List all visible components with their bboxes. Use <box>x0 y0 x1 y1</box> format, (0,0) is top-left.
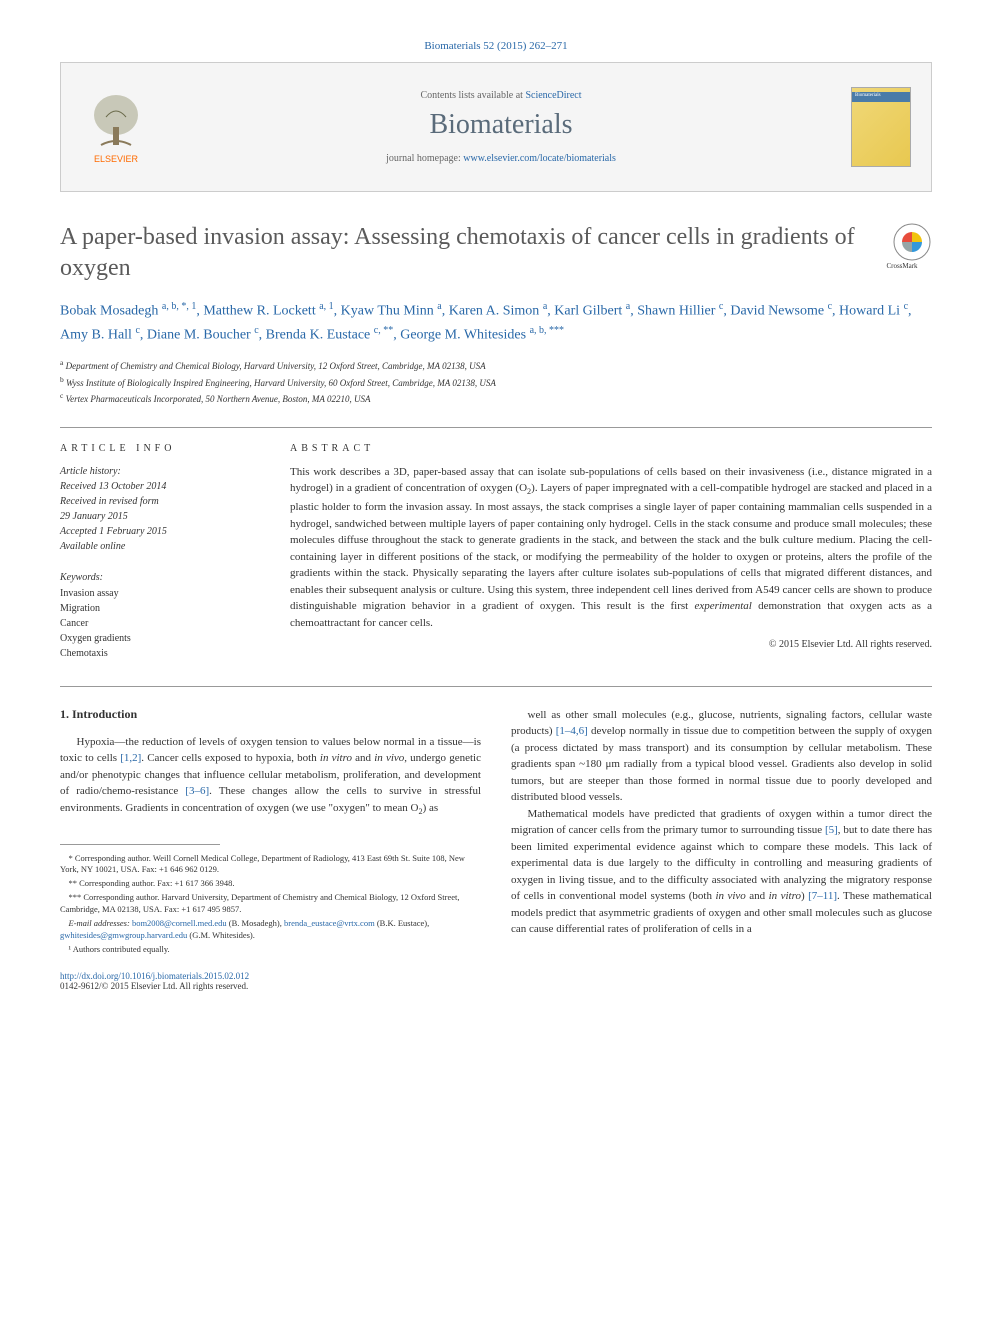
elsevier-logo-block: ELSEVIER <box>81 87 151 167</box>
footnote-rule <box>60 844 220 845</box>
email-link-3[interactable]: gwhitesides@gmwgroup.harvard.edu <box>60 930 187 940</box>
abstract-text: This work describes a 3D, paper-based as… <box>290 464 932 631</box>
intro-paragraph-2: well as other small molecules (e.g., glu… <box>511 707 932 806</box>
journal-header: ELSEVIER Contents lists available at Sci… <box>60 62 932 192</box>
elsevier-wordmark: ELSEVIER <box>94 154 139 164</box>
journal-homepage-link[interactable]: www.elsevier.com/locate/biomaterials <box>463 153 616 164</box>
corresponding-author-2: ** Corresponding author. Fax: +1 617 366… <box>60 878 481 890</box>
ref-link[interactable]: [1,2] <box>120 752 141 764</box>
journal-name: Biomaterials <box>151 109 851 141</box>
journal-homepage-line: journal homepage: www.elsevier.com/locat… <box>151 153 851 164</box>
ref-link[interactable]: [7–11] <box>808 890 837 902</box>
corresponding-author-1: * Corresponding author. Weill Cornell Me… <box>60 853 481 877</box>
divider <box>60 427 932 428</box>
intro-paragraph-3: Mathematical models have predicted that … <box>511 806 932 938</box>
doi-block: http://dx.doi.org/10.1016/j.biomaterials… <box>60 971 481 991</box>
ref-link[interactable]: [5] <box>825 824 838 836</box>
crossmark-label: CrossMark <box>872 262 932 270</box>
doi-link[interactable]: http://dx.doi.org/10.1016/j.biomaterials… <box>60 971 249 981</box>
keywords-list: Invasion assayMigrationCancerOxygen grad… <box>60 586 260 661</box>
journal-cover-thumbnail <box>851 87 911 167</box>
keywords-head: Keywords: <box>60 572 260 583</box>
divider <box>60 686 932 687</box>
ref-link[interactable]: [3–6] <box>185 785 209 797</box>
corresponding-author-3: *** Corresponding author. Harvard Univer… <box>60 892 481 916</box>
abstract-head: ABSTRACT <box>290 443 932 454</box>
equal-contribution: ¹ Authors contributed equally. <box>60 944 481 956</box>
email-link-1[interactable]: bom2008@cornell.med.edu <box>132 918 227 928</box>
email-link-2[interactable]: brenda_eustace@vrtx.com <box>284 918 375 928</box>
crossmark-badge[interactable]: CrossMark <box>872 222 932 270</box>
issn-line: 0142-9612/© 2015 Elsevier Ltd. All right… <box>60 981 248 991</box>
section-heading-intro: 1. Introduction <box>60 707 481 722</box>
ref-link[interactable]: [1–4,6] <box>556 725 588 737</box>
article-title: A paper-based invasion assay: Assessing … <box>60 222 872 284</box>
email-addresses: E-mail addresses: bom2008@cornell.med.ed… <box>60 918 481 942</box>
article-info-head: ARTICLE INFO <box>60 443 260 454</box>
citation-line: Biomaterials 52 (2015) 262–271 <box>60 40 932 52</box>
intro-paragraph-1: Hypoxia—the reduction of levels of oxyge… <box>60 734 481 819</box>
elsevier-tree-icon: ELSEVIER <box>81 87 151 167</box>
contents-list-line: Contents lists available at ScienceDirec… <box>151 90 851 101</box>
footnotes: * Corresponding author. Weill Cornell Me… <box>60 853 481 956</box>
copyright-line: © 2015 Elsevier Ltd. All rights reserved… <box>290 639 932 650</box>
article-history: Article history: Received 13 October 201… <box>60 464 260 554</box>
sciencedirect-link[interactable]: ScienceDirect <box>525 90 581 101</box>
authors-list: Bobak Mosadegh a, b, *, 1, Matthew R. Lo… <box>60 299 932 347</box>
affiliations: a Department of Chemistry and Chemical B… <box>60 357 932 407</box>
